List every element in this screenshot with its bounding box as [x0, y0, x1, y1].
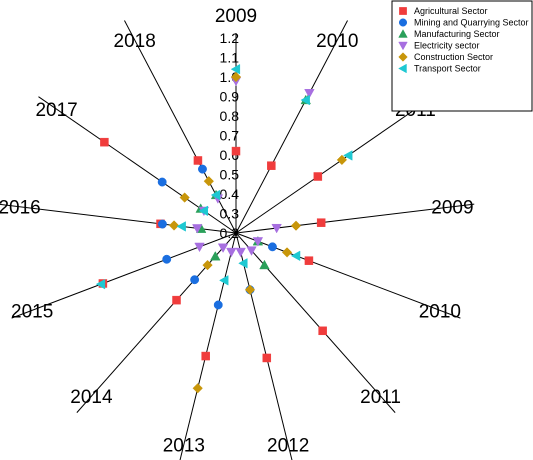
data-point-diamond	[281, 247, 293, 258]
data-point-triangle-left	[300, 94, 310, 106]
legend-label: Construction Sector	[414, 52, 493, 62]
radial-tick-label: 0.3	[220, 206, 240, 222]
data-point-triangle-left	[95, 278, 106, 290]
radial-tick-label: 0.9	[220, 89, 240, 105]
radial-tick-label: 0.8	[220, 108, 240, 124]
category-label: 2011	[360, 387, 401, 408]
data-point-triangle-left	[290, 250, 301, 262]
data-point-triangle-left	[238, 258, 248, 269]
legend-label: Mining and Quarrying Sector	[414, 18, 529, 28]
data-point-square	[262, 353, 272, 363]
legend-label: Manufacturing Sector	[414, 29, 500, 39]
legend-marker-triangle-left	[398, 63, 407, 74]
data-point-circle	[157, 177, 167, 187]
data-point-triangle-up	[259, 259, 270, 270]
category-label: 2012	[267, 436, 309, 457]
spoke-2	[235, 96, 434, 234]
category-label: 2014	[70, 387, 113, 408]
data-point-square	[304, 256, 314, 265]
data-point-triangle-down	[271, 223, 282, 234]
radial-tick-label: 0.4	[220, 186, 240, 202]
data-point-triangle-down	[226, 247, 237, 258]
category-label: 2018	[114, 31, 156, 52]
data-point-triangle-down	[235, 247, 246, 258]
data-point-triangle-left	[210, 189, 221, 201]
legend-label: Electricity sector	[414, 41, 480, 51]
legend-box	[391, 0, 533, 112]
radial-tick-label: 1.1	[220, 50, 240, 66]
data-point-triangle-left	[219, 275, 229, 286]
data-point-triangle-down	[217, 243, 229, 253]
data-point-circle	[213, 300, 223, 310]
data-point-circle	[157, 219, 167, 229]
data-point-triangle-up	[210, 251, 221, 261]
data-point-triangle-left	[198, 205, 208, 217]
category-labels: 2009201020112009201020112012201320142015…	[0, 6, 474, 457]
data-point-square	[318, 326, 327, 336]
category-label: 2010	[316, 31, 358, 52]
data-point-triangle-down	[192, 224, 203, 234]
category-label: 2013	[163, 436, 205, 457]
legend-marker-diamond	[398, 52, 408, 62]
radial-tick-label: 1.2	[220, 30, 240, 46]
data-point-triangle-left	[176, 221, 186, 232]
spoke-7	[179, 232, 237, 460]
data-point-circle	[190, 275, 200, 285]
category-label: 2016	[0, 198, 41, 219]
legend-marker-triangle-down	[398, 41, 408, 51]
data-point-square	[193, 156, 203, 165]
data-point-square	[313, 172, 323, 181]
legend-marker-triangle-up	[398, 29, 408, 38]
data-point-circle	[198, 164, 207, 174]
data-point-diamond	[290, 220, 302, 231]
data-point-diamond	[168, 220, 180, 231]
data-point-diamond	[179, 192, 190, 203]
radial-tick-labels: 0.20.30.40.50.60.70.80.91.01.11.2	[220, 30, 240, 241]
data-point-triangle-down	[194, 242, 205, 253]
data-point-square	[267, 161, 276, 170]
data-point-diamond	[202, 259, 213, 271]
data-point-square	[201, 351, 210, 361]
data-point-circle	[162, 254, 172, 264]
data-point-square	[316, 218, 326, 227]
category-label: 2010	[419, 301, 461, 322]
radial-tick-label: 0.2	[220, 225, 240, 241]
category-label: 2009	[431, 198, 473, 219]
data-points	[95, 63, 353, 394]
legend: Agricultural Sector Mining and Quarrying …	[391, 0, 533, 112]
data-point-diamond	[244, 284, 256, 295]
legend-label: Agricultural Sector	[414, 6, 488, 16]
spoke-5	[235, 232, 396, 413]
data-point-diamond	[203, 176, 214, 187]
data-point-diamond	[230, 71, 242, 83]
data-point-square	[100, 137, 109, 147]
category-label: 2015	[11, 301, 53, 322]
category-label: 2009	[215, 6, 257, 27]
legend-marker-circle	[398, 18, 408, 27]
legend-marker-square	[399, 7, 407, 15]
data-point-triangle-down	[304, 89, 315, 99]
data-point-triangle-down	[252, 237, 264, 247]
data-point-triangle-left	[230, 63, 241, 75]
radial-tick-label: 0.5	[220, 167, 240, 183]
data-point-diamond	[192, 383, 203, 394]
spoke-6	[235, 232, 293, 460]
radial-tick-label: 0.7	[220, 128, 240, 144]
data-point-triangle-down	[246, 246, 257, 256]
category-label: 2017	[35, 100, 77, 121]
data-point-square	[172, 295, 181, 305]
data-point-diamond	[336, 154, 348, 166]
spoke-1	[235, 20, 348, 234]
data-point-circle	[268, 242, 277, 252]
data-point-triangle-left	[343, 150, 353, 161]
data-point-square	[231, 146, 241, 156]
legend-label: Transport Sector	[414, 64, 481, 74]
